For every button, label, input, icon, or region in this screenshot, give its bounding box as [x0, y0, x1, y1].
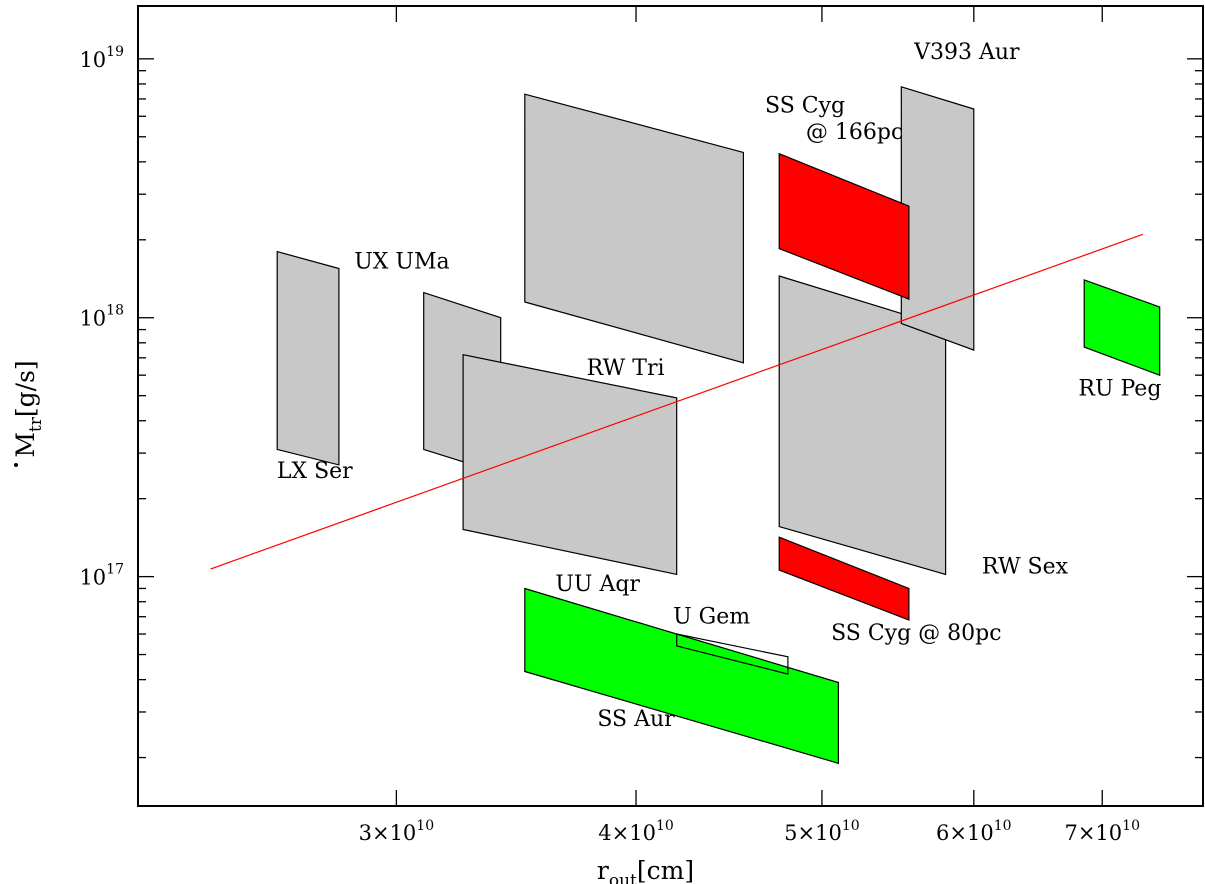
label-lx-ser: LX Ser: [277, 459, 353, 484]
label-uu-aqr: UU Aqr: [555, 572, 640, 597]
regions-layer: [276, 85, 1161, 765]
label-ss-aur: SS Aur: [597, 707, 675, 732]
y-tick-label: 1017: [79, 562, 124, 590]
x-tick-label: 5×1010: [784, 818, 860, 845]
y-axis-title: Mtr[g/s]: [11, 360, 46, 457]
region-uu-aqr: [462, 353, 678, 576]
region-rw-tri: [524, 93, 745, 364]
x-axis-title-main: r: [597, 856, 609, 884]
label-v393-aur: V393 Aur: [913, 40, 1020, 65]
label-rw-tri: RW Tri: [587, 356, 665, 381]
fit-line: [210, 233, 1144, 570]
region-v393-aur: [900, 85, 975, 351]
fit-line-layer: [210, 233, 1144, 570]
x-tick-label: 6×1010: [936, 818, 1012, 845]
label-u-gem: U Gem: [673, 604, 750, 629]
x-axis-title-unit: [cm]: [637, 856, 694, 884]
label-ux-uma: UX UMa: [354, 249, 449, 274]
x-tick-label: 3×1010: [359, 818, 435, 845]
region-ru-peg: [1083, 279, 1161, 377]
y-tick-label: 1019: [79, 44, 124, 72]
y-axis-title-group: Mtr[g/s]: [11, 360, 46, 467]
y-tick-label: 1018: [79, 303, 124, 331]
x-axis-title: rout[cm]: [597, 856, 694, 884]
y-axis-title-dot: [14, 463, 18, 467]
y-axis-title-main: M: [11, 432, 40, 458]
ticks-layer: [138, 6, 1203, 806]
y-axis-title-unit: [g/s]: [11, 360, 40, 417]
region-ss-cyg-80pc: [778, 536, 910, 621]
region-ss-aur: [524, 587, 840, 765]
region-u-gem: [676, 633, 789, 675]
label-166pc: @ 166pc: [806, 120, 903, 145]
region-labels-layer: LX Ser UX UMa UU Aqr RW Tri RW Sex V393 Aur SS…: [277, 40, 1162, 732]
region-ss-cyg-166pc: [778, 152, 910, 300]
plot-frame: [137, 5, 1204, 807]
y-axis-title-sub: tr: [26, 416, 46, 432]
label-ss-cyg-80pc: SS Cyg @ 80pc: [831, 621, 1001, 646]
label-rw-sex: RW Sex: [982, 554, 1069, 579]
x-tick-label: 7×1010: [1064, 818, 1140, 845]
tick-labels-layer: 3×1010 4×1010 5×1010 6×1010 7×1010 1017 1018 10…: [79, 44, 1140, 845]
x-axis-title-sub: out: [609, 871, 637, 884]
region-rw-sex: [778, 275, 947, 576]
x-tick-label: 4×1010: [598, 818, 674, 845]
region-lx-ser: [276, 250, 340, 466]
label-ru-peg: RU Peg: [1078, 377, 1161, 402]
label-ss-cyg: SS Cyg: [765, 94, 845, 119]
